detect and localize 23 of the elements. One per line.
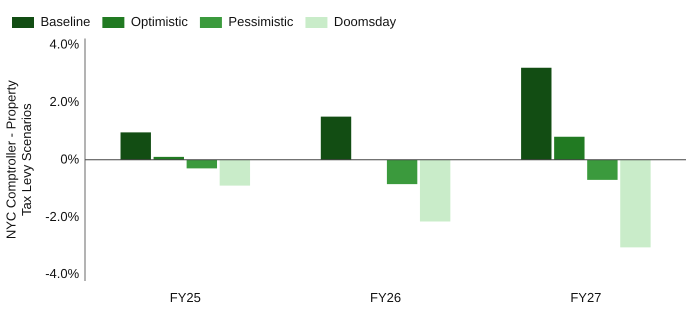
y-tick-label: -4.0% <box>45 266 80 282</box>
bar <box>320 116 352 160</box>
x-tick-label: FY26 <box>370 290 402 305</box>
bar <box>220 160 250 186</box>
y-tick-label: 2.0% <box>50 94 80 109</box>
y-tick-label: -2.0% <box>45 208 80 224</box>
x-tick-label: FY25 <box>170 290 201 305</box>
y-tick-label: 0% <box>60 151 80 166</box>
legend-label: Pessimistic <box>228 14 294 30</box>
bar <box>554 136 585 160</box>
bar <box>120 132 151 160</box>
x-tick-label: FY27 <box>570 290 602 305</box>
bar <box>620 160 651 248</box>
y-tick-label: 4.0% <box>50 36 80 52</box>
legend-label: Optimistic <box>130 14 188 30</box>
bar <box>186 160 218 168</box>
y-axis-title: NYC Comptroller - Property Tax Levy Scenarios <box>3 80 34 240</box>
bar <box>386 160 418 184</box>
legend-label: Doomsday <box>334 14 397 30</box>
bar <box>587 160 618 180</box>
legend-label: Baseline <box>40 14 90 30</box>
bar <box>420 160 450 222</box>
bar <box>521 68 552 160</box>
